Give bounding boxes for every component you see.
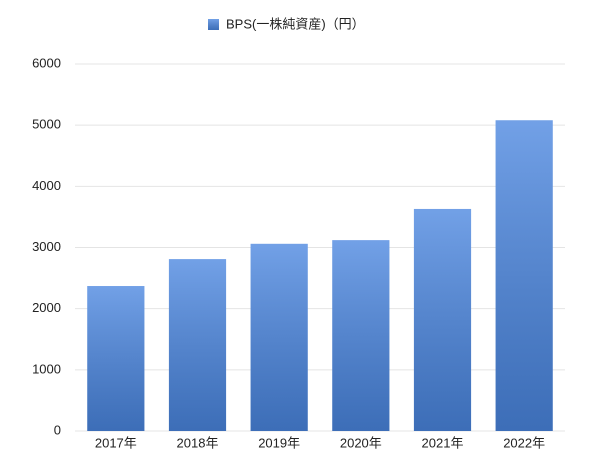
bar-shade — [495, 120, 553, 432]
x-tick-label: 2019年 — [258, 435, 300, 450]
y-tick-label: 0 — [54, 422, 61, 437]
y-tick-label: 1000 — [32, 361, 61, 376]
legend-label: BPS(一株純資産)（円） — [226, 16, 365, 31]
y-tick-label: 3000 — [32, 239, 61, 254]
bar-shade — [413, 208, 472, 431]
legend-swatch-shade — [208, 19, 219, 30]
y-tick-label: 4000 — [32, 178, 61, 193]
bar-shade — [250, 243, 308, 431]
x-tick-label: 2021年 — [422, 435, 464, 450]
x-tick-label: 2022年 — [503, 435, 545, 450]
y-tick-label: 5000 — [32, 117, 61, 132]
bar-shade — [168, 259, 227, 431]
y-tick-label: 2000 — [32, 300, 61, 315]
bar-shade — [332, 240, 390, 431]
x-tick-label: 2017年 — [95, 435, 137, 450]
bar-shade — [87, 286, 145, 431]
x-tick-label: 2020年 — [340, 435, 382, 450]
y-tick-label: 6000 — [32, 55, 61, 70]
x-tick-label: 2018年 — [177, 435, 219, 450]
